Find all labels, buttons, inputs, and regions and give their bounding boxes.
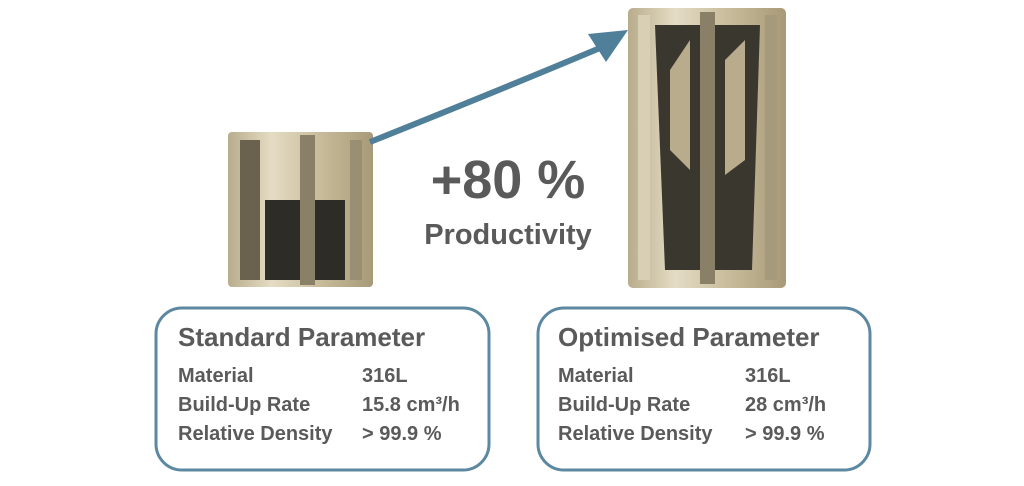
growth-arrow [368,30,628,145]
row-value: 15.8 cm³/h [362,394,460,416]
row-label: Build-Up Rate [558,394,690,416]
row-value: > 99.9 % [745,423,825,445]
panel-box [154,306,491,472]
panel-title: Optimised Parameter [558,322,820,352]
panel-title: Standard Parameter [178,322,425,352]
standard-part [228,132,373,287]
row-label: Material [178,365,254,387]
row-label: Build-Up Rate [178,394,310,416]
row-value: > 99.9 % [362,423,442,445]
row-label: Material [558,365,634,387]
row-value: 28 cm³/h [745,394,826,416]
panel-box [536,306,872,472]
row-label: Relative Density [558,423,713,445]
row-label: Relative Density [178,423,333,445]
row-value: 316L [362,365,408,387]
optimised-part [628,8,786,288]
row-value: 316L [745,365,791,387]
headline-caption: Productivity [424,219,592,251]
headline-value: +80 % [431,150,586,210]
